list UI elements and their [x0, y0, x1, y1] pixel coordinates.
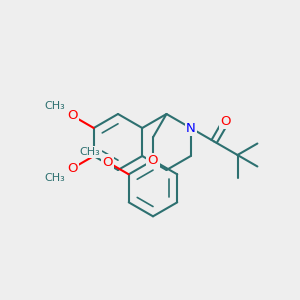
Text: O: O: [68, 162, 78, 175]
Text: CH₃: CH₃: [45, 173, 65, 183]
Text: O: O: [103, 156, 113, 169]
Text: O: O: [68, 109, 78, 122]
Text: O: O: [148, 154, 158, 167]
Text: O: O: [220, 115, 231, 128]
Text: N: N: [186, 122, 196, 134]
Text: CH₃: CH₃: [80, 147, 101, 157]
Text: CH₃: CH₃: [45, 101, 65, 111]
